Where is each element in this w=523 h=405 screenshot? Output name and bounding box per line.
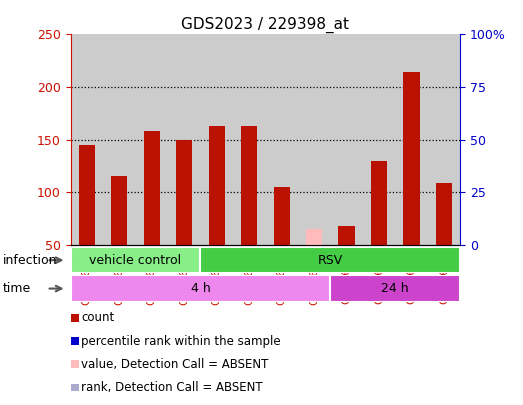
Text: vehicle control: vehicle control	[89, 254, 181, 267]
Bar	[338, 226, 355, 245]
Bar	[403, 72, 419, 245]
Text: time: time	[3, 282, 31, 295]
Bar	[144, 131, 160, 245]
Bar	[266, 34, 298, 245]
Bar	[71, 247, 200, 273]
Bar	[241, 126, 257, 245]
Title: GDS2023 / 229398_at: GDS2023 / 229398_at	[181, 17, 349, 33]
Bar	[428, 34, 460, 245]
Text: infection: infection	[3, 254, 57, 267]
Bar	[176, 140, 192, 245]
Bar	[298, 34, 331, 245]
Bar	[200, 247, 460, 273]
Bar	[274, 187, 290, 245]
Text: 24 h: 24 h	[381, 282, 409, 295]
Bar	[71, 34, 103, 245]
Bar	[71, 275, 331, 302]
Text: count: count	[82, 311, 115, 324]
Text: percentile rank within the sample: percentile rank within the sample	[82, 335, 281, 347]
Bar	[395, 34, 428, 245]
Bar	[168, 34, 200, 245]
Bar	[209, 126, 225, 245]
Bar	[331, 275, 460, 302]
Bar	[331, 34, 363, 245]
Bar	[436, 183, 452, 245]
Bar	[233, 34, 266, 245]
Bar	[363, 34, 395, 245]
Bar	[200, 34, 233, 245]
Text: value, Detection Call = ABSENT: value, Detection Call = ABSENT	[82, 358, 269, 371]
Bar	[135, 34, 168, 245]
Text: rank, Detection Call = ABSENT: rank, Detection Call = ABSENT	[82, 381, 263, 394]
Bar	[371, 161, 387, 245]
Text: 4 h: 4 h	[190, 282, 210, 295]
Bar	[103, 34, 135, 245]
Text: RSV: RSV	[318, 254, 343, 267]
Bar	[306, 229, 322, 245]
Bar	[79, 145, 95, 245]
Bar	[111, 175, 128, 245]
